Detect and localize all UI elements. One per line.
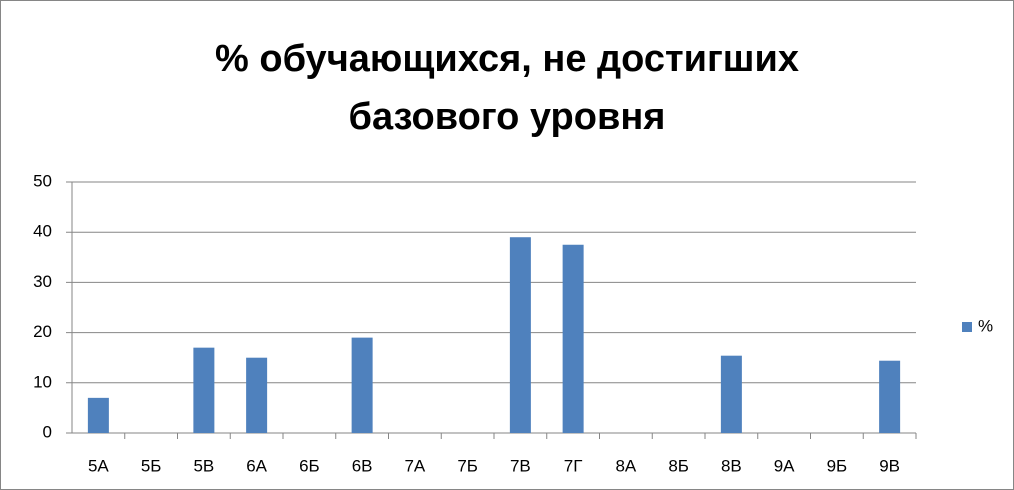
x-tick-label: 9В	[879, 456, 900, 475]
x-tick-label: 5А	[88, 456, 109, 475]
x-tick-label: 6Б	[299, 456, 320, 475]
x-tick-label: 5Б	[141, 456, 162, 475]
y-tick-label: 50	[33, 171, 52, 190]
x-tick-label: 7А	[404, 456, 425, 475]
x-tick-label: 7Г	[564, 456, 583, 475]
y-tick-label: 10	[33, 372, 52, 391]
x-tick-label: 9А	[774, 456, 795, 475]
bar	[193, 347, 215, 433]
bar	[87, 397, 109, 433]
y-tick-label: 0	[43, 422, 52, 441]
bar	[720, 355, 742, 433]
legend-swatch	[962, 322, 972, 332]
y-tick-label: 20	[33, 322, 52, 341]
bar	[562, 244, 584, 433]
x-tick-label: 6В	[352, 456, 373, 475]
x-tick-label: 8В	[721, 456, 742, 475]
y-tick-label: 30	[33, 272, 52, 291]
x-tick-label: 7Б	[457, 456, 478, 475]
x-tick-label: 5В	[193, 456, 214, 475]
y-tick-label: 40	[33, 222, 52, 241]
x-tick-label: 8А	[615, 456, 636, 475]
bar	[351, 337, 373, 433]
bar	[246, 357, 268, 433]
bar	[879, 360, 901, 433]
x-tick-label: 7В	[510, 456, 531, 475]
x-tick-label: 8Б	[668, 456, 689, 475]
x-tick-label: 6А	[246, 456, 267, 475]
bar	[509, 237, 531, 433]
chart-title: % обучающихся, не достигших базового уро…	[215, 38, 799, 138]
x-tick-label: 9Б	[827, 456, 848, 475]
legend-label: %	[978, 316, 993, 335]
